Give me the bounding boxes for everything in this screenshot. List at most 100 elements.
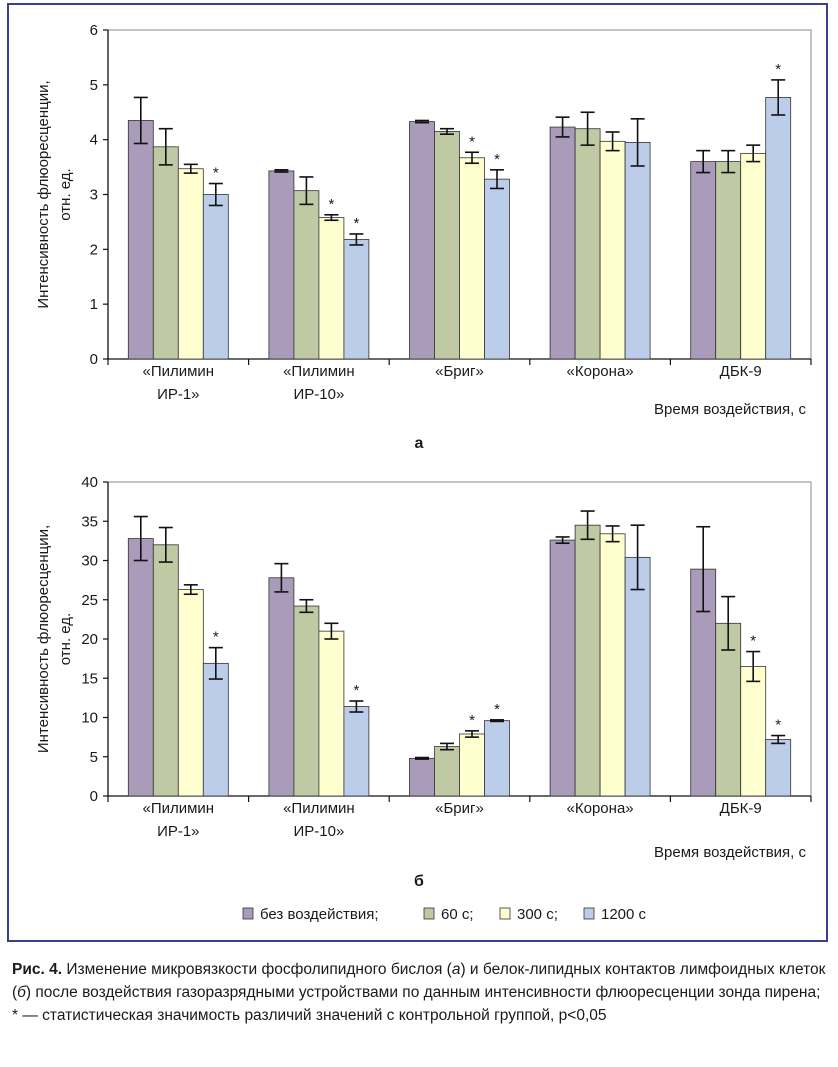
legend-swatch [583, 907, 595, 920]
bar-a [318, 217, 345, 360]
bar-a [202, 194, 229, 360]
category-label-a: ДБК-9 [720, 363, 762, 380]
y-tick-label-a: 3 [90, 187, 98, 204]
bar-b [409, 757, 435, 797]
bar-b [152, 544, 179, 797]
legend-label: без воздействия; [260, 906, 378, 923]
caption-a: а [451, 961, 461, 978]
y-tick-label-a: 1 [90, 296, 98, 313]
bar-b [202, 662, 229, 797]
legend-swatch [242, 907, 254, 920]
category-label-b: ИР-10» [293, 823, 344, 840]
caption-label: Рис. 4. [12, 961, 63, 978]
bar-a [740, 152, 767, 360]
bar-a [690, 161, 717, 360]
significance-star-b: * [213, 629, 219, 646]
y-tick-label-b: 40 [81, 474, 98, 491]
bar-a [409, 121, 435, 360]
bar-a [343, 239, 370, 360]
bar-a [127, 120, 154, 360]
significance-star-a: * [775, 61, 781, 78]
category-label-b: ИР-1» [157, 823, 199, 840]
y-tick-label-b: 10 [81, 710, 98, 727]
y-axis-title-line1-a: Интенсивность флюоресценции, [35, 80, 52, 308]
legend-label: 60 с; [441, 906, 474, 923]
bar-a [624, 142, 651, 360]
y-axis-title-line1-b: Интенсивность флюоресценции, [35, 525, 52, 753]
caption-b: б [17, 984, 26, 1001]
category-label-a: «Пилимин [283, 363, 355, 380]
bar-a [765, 97, 792, 360]
bar-b [624, 556, 651, 797]
bar-b [343, 706, 370, 797]
y-axis-title-line2-a: отн. ед. [57, 168, 74, 220]
y-tick-label-a: 4 [90, 132, 98, 149]
y-tick-label-b: 5 [90, 749, 98, 766]
category-label-b: «Пилимин [283, 800, 355, 817]
caption-text-1: Изменение микровязкости фосфолипидного б… [62, 961, 452, 978]
significance-star-b: * [494, 701, 500, 718]
caption-text-3: ) после воздействия газоразрядными устро… [12, 984, 821, 1024]
bar-b [318, 630, 345, 797]
chart-panel-b: 0 5 10 15 20 25 30 35 40 * «Пилимин ИР-1» * «Пилимин И… [35, 474, 812, 890]
y-tick-label-b: 15 [81, 670, 98, 687]
category-label-a: «Пилимин [142, 363, 214, 380]
y-tick-label-b: 30 [81, 553, 98, 570]
category-label-a: «Корона» [567, 363, 634, 380]
y-tick-label-a: 2 [90, 241, 98, 258]
bar-a [152, 146, 179, 360]
significance-star-b: * [750, 633, 756, 650]
category-label-b: «Корона» [567, 800, 634, 817]
significance-star-b: * [353, 682, 359, 699]
y-tick-label-b: 0 [90, 788, 98, 805]
bar-b [434, 746, 460, 797]
significance-star-b: * [775, 717, 781, 734]
legend-swatch [499, 907, 511, 920]
bar-a [574, 128, 601, 360]
bar-b [484, 720, 510, 797]
x-axis-title-b: Время воздействия, с [654, 844, 806, 861]
category-label-b: «Бриг» [435, 800, 484, 817]
legend-label: 1200 с [601, 906, 647, 923]
legend-label: 300 с; [517, 906, 558, 923]
y-axis-title-line2-b: отн. ед. [57, 613, 74, 665]
x-axis-title-a: Время воздействия, с [654, 401, 806, 418]
bar-b [740, 666, 767, 797]
category-label-a: ИР-1» [157, 386, 199, 403]
bar-a [293, 190, 320, 360]
panel-label-a: а [415, 435, 424, 452]
category-label-b: ДБК-9 [720, 800, 762, 817]
category-label-a: ИР-10» [293, 386, 344, 403]
panel-label-b: б [414, 873, 424, 890]
y-tick-label-b: 25 [81, 592, 98, 609]
y-tick-label-a: 5 [90, 77, 98, 94]
bar-b [765, 739, 792, 797]
bar-b [127, 538, 154, 797]
legend-swatch [423, 907, 435, 920]
chart-panel-a: 0 1 2 3 4 5 6 * «Пилимин ИР-1» * * «Пилимин ИР-10» * * «… [35, 22, 812, 452]
category-label-b: «Пилимин [142, 800, 214, 817]
bar-a [434, 131, 460, 360]
significance-star-a: * [328, 196, 334, 213]
bar-a [459, 157, 485, 360]
bar-a [484, 178, 510, 360]
bar-b [549, 539, 576, 797]
bar-b [177, 589, 204, 797]
bar-a [268, 170, 295, 360]
significance-star-b: * [469, 712, 475, 729]
bar-a [715, 161, 742, 360]
figure-charts: 0 1 2 3 4 5 6 * «Пилимин ИР-1» * * «Пилимин ИР-10» * * «… [35, 22, 812, 923]
figure-caption: Рис. 4. Изменение микровязкости фосфолип… [12, 958, 830, 1027]
bar-a [549, 126, 576, 360]
bar-a [177, 168, 204, 360]
bar-b [459, 733, 485, 797]
significance-star-a: * [213, 165, 219, 182]
caption-text-2: ) и белок-липидных контактов лимфоидных … [12, 961, 826, 1001]
category-label-a: «Бриг» [435, 363, 484, 380]
y-tick-label-a: 0 [90, 351, 98, 368]
bar-a [599, 140, 626, 360]
y-tick-label-b: 35 [81, 513, 98, 530]
significance-star-a: * [469, 133, 475, 150]
y-tick-label-a: 6 [90, 22, 98, 39]
bar-b [268, 577, 295, 797]
